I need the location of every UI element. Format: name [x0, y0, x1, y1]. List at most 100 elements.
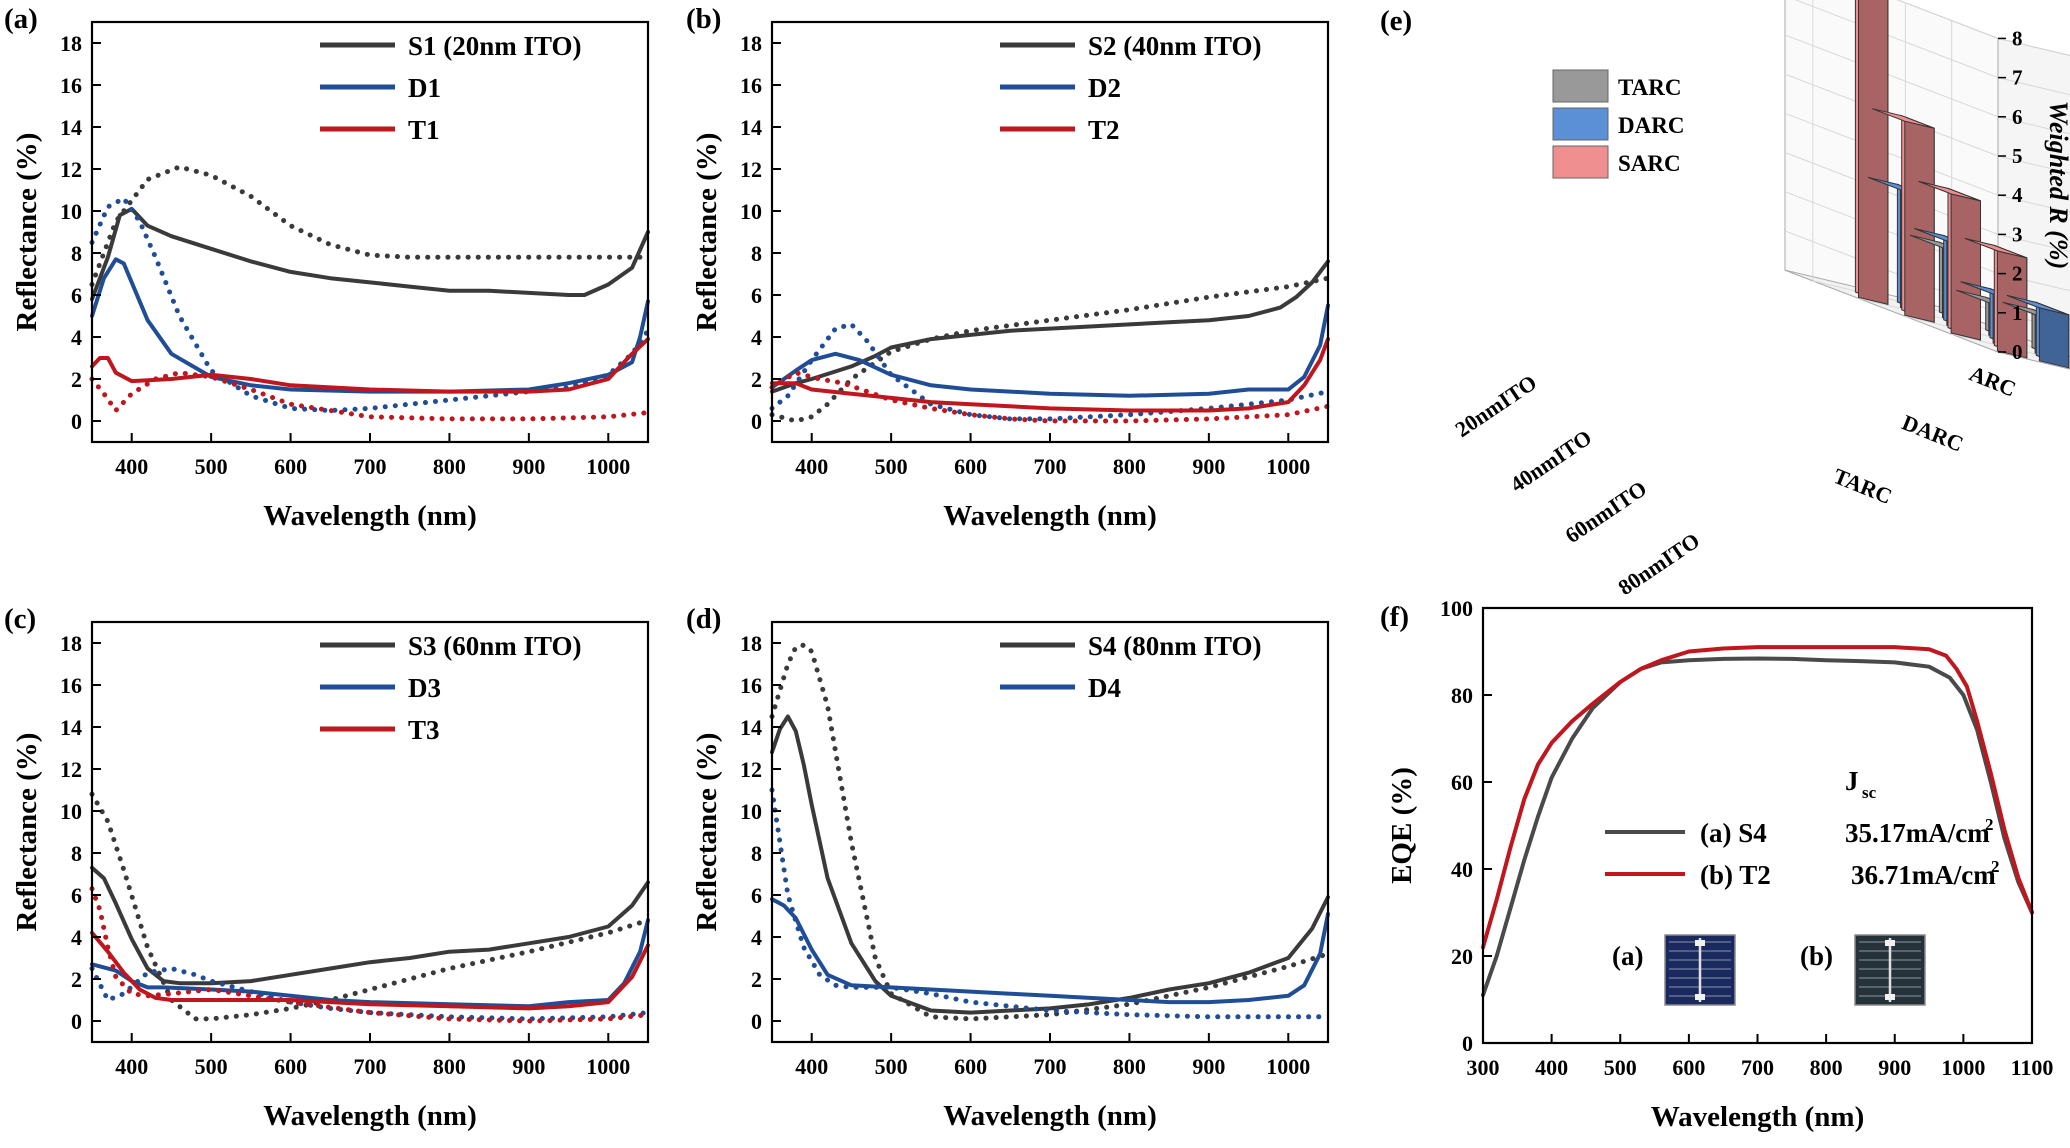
y-tick-label: 12 [60, 157, 82, 182]
inset-label: (a) [1612, 941, 1643, 971]
z-tick-label: 7 [2012, 66, 2023, 90]
y-tick-label: 16 [60, 73, 82, 98]
y-tick-label: 4 [71, 325, 82, 350]
bar-top-face [1918, 180, 1981, 202]
legend-label: TARC [1618, 75, 1681, 100]
grid-line [1951, 333, 2070, 363]
jsc-header: J [1845, 766, 1859, 796]
z-tick-label: 0 [2012, 340, 2023, 364]
y-tick-label: 14 [60, 715, 82, 740]
y-tick-label: 14 [60, 115, 82, 140]
x-axis-title: Wavelength (nm) [943, 500, 1156, 532]
y-tick-label: 18 [60, 631, 82, 656]
x-tick-label: 800 [1810, 1055, 1843, 1080]
y-tick-label: 16 [740, 73, 762, 98]
x-category-label: 80nmITO [1613, 528, 1704, 600]
series-line-d2-simulated [769, 321, 1331, 422]
series-line-t2 [770, 337, 1330, 413]
x-tick-label: 600 [1672, 1055, 1705, 1080]
bar-sarc [1854, 0, 1889, 306]
legend-swatch [1552, 107, 1609, 141]
y-tick-label: 0 [751, 409, 762, 434]
y-tick-label: 10 [60, 199, 82, 224]
y-tick-label: 12 [740, 757, 762, 782]
y-tick-label: 14 [740, 115, 762, 140]
x-tick-label: 400 [115, 454, 148, 479]
cell-pad [1885, 940, 1895, 946]
x-tick-label: 900 [1878, 1055, 1911, 1080]
y-axis-title: Reflectance (%) [691, 733, 723, 932]
series-line-s4-simulated [769, 642, 1331, 1022]
y-tick-label: 18 [740, 631, 762, 656]
y-tick-label: 10 [740, 199, 762, 224]
bar-sarc [1918, 180, 1981, 341]
series-line-d4 [770, 897, 1330, 1005]
z-tick-label: 4 [2012, 183, 2023, 207]
bar-side-face [1950, 193, 1981, 341]
y-tick-label: 2 [71, 967, 82, 992]
x-tick-label: 900 [1192, 454, 1225, 479]
legend-label: (a) S4 [1700, 818, 1767, 848]
legend-label: D1 [408, 73, 441, 103]
bar-top-face [1872, 108, 1935, 129]
series-line-t1 [90, 337, 650, 394]
jsc-value: 35.17mA/cm [1845, 818, 1990, 848]
legend-label: D2 [1088, 73, 1121, 103]
series-line-d2 [770, 303, 1330, 398]
y-tick-label: 16 [740, 673, 762, 698]
panel-b: 400 500 600 700 800 900 1000 0 2 4 6 8 10 12 14 16 18 Wav… [691, 20, 1331, 532]
x-tick-label: 800 [1113, 1054, 1146, 1079]
series-line-t2-simulated [769, 370, 1331, 424]
x-tick-label: 600 [954, 454, 987, 479]
y-tick-label: 0 [751, 1009, 762, 1034]
jsc-unit-sup: 2 [1991, 857, 2000, 876]
solar-cell-icon [1854, 934, 1926, 1006]
y-tick-label: 4 [751, 325, 762, 350]
panel-e: 0 1 2 3 4 5 6 7 8 Weighted R (%) 20nmITO40nmITO60n… [1450, 0, 2070, 600]
panel-d: 400 500 600 700 800 900 1000 0 2 4 6 8 10 12 14 16 18 Wav… [691, 620, 1331, 1132]
y-category-label: ARC [1966, 361, 2020, 402]
bar-sarc [1872, 108, 1935, 323]
series-line-d3-simulated [89, 966, 651, 1022]
solar-cell-icon [1664, 934, 1736, 1006]
x-tick-label: 700 [1034, 454, 1067, 479]
legend-label: (b) T2 [1700, 860, 1771, 890]
y-tick-label: 2 [71, 367, 82, 392]
x-tick-label: 400 [1535, 1055, 1568, 1080]
bar-top-face [2006, 294, 2069, 316]
legend-label: T2 [1088, 115, 1120, 145]
x-tick-label: 1000 [1266, 1054, 1310, 1079]
x-tick-label: 1000 [1941, 1055, 1985, 1080]
y-tick-label: 6 [751, 283, 762, 308]
jsc-header-sub: sc [1862, 783, 1877, 802]
y-tick-label: 4 [751, 925, 762, 950]
x-tick-label: 1000 [1266, 454, 1310, 479]
panel-f: 300 400 500 600 700 800 900 1000 1100 0 20 40 60 80 10… [1386, 596, 2053, 1133]
x-category-label: 60nmITO [1560, 476, 1651, 548]
x-axis-title: Wavelength (nm) [263, 500, 476, 532]
x-tick-label: 500 [195, 1054, 228, 1079]
series-line-s4-80nm-ito- [770, 714, 1330, 1015]
x-tick-label: 500 [875, 454, 908, 479]
legend-label: T1 [408, 115, 440, 145]
panel-label: (e) [1380, 5, 1412, 37]
z-tick-label: 2 [2012, 262, 2023, 286]
x-tick-label: 900 [1192, 1054, 1225, 1079]
series-line-d4-simulated [769, 787, 1331, 1020]
y-category-label: DARC [1899, 410, 1967, 457]
legend-label: S1 (20nm ITO) [408, 31, 582, 61]
panel-label: (d) [686, 603, 721, 635]
cell-pad [1695, 940, 1705, 946]
x-tick-label: 500 [1604, 1055, 1637, 1080]
y-axis-title: EQE (%) [1386, 767, 1418, 884]
y-tick-label: 2 [751, 967, 762, 992]
y-tick-label: 40 [1451, 857, 1473, 882]
legend-label: D4 [1088, 673, 1121, 703]
y-tick-label: 18 [740, 31, 762, 56]
y-tick-label: 10 [740, 799, 762, 824]
x-category-label: 40nmITO [1505, 425, 1596, 497]
y-tick-label: 6 [71, 883, 82, 908]
x-axis-title: Wavelength (nm) [943, 1100, 1156, 1132]
legend-label: D3 [408, 673, 441, 703]
